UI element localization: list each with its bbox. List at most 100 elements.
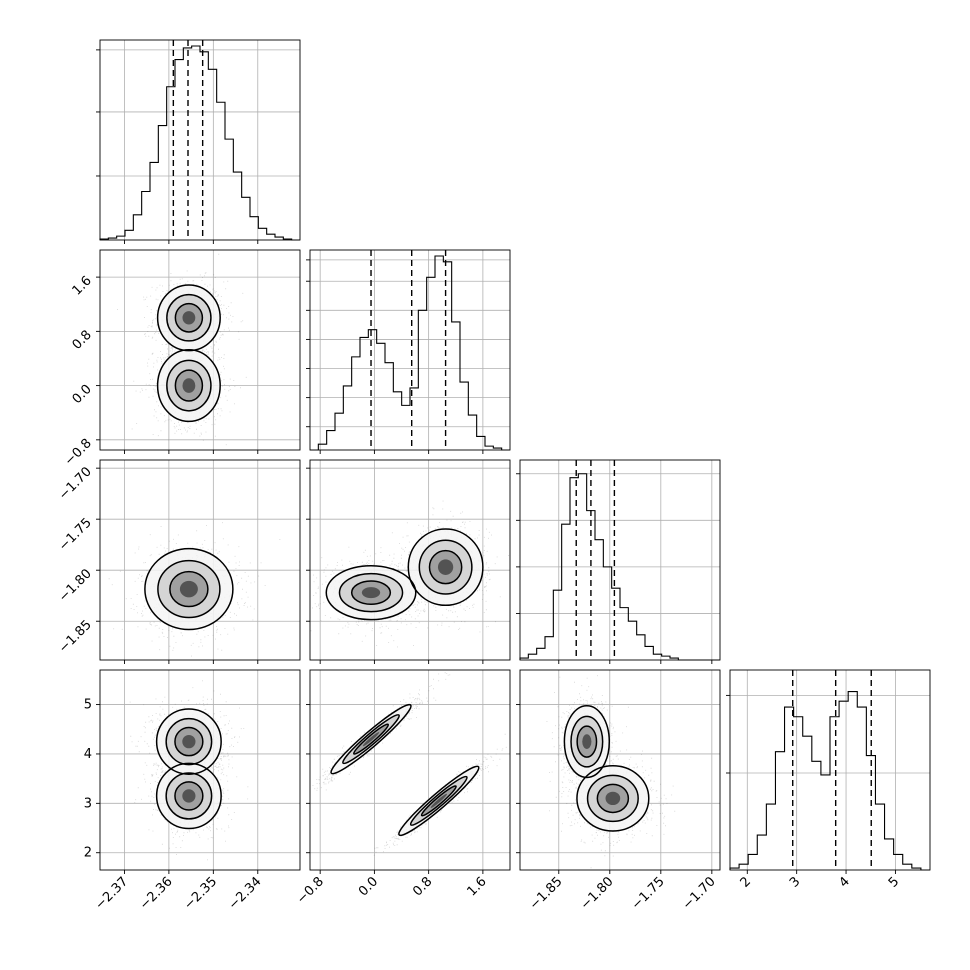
contours-0	[156, 284, 221, 423]
hist-frame-1	[309, 249, 511, 451]
contour-1-0-0	[144, 547, 234, 631]
y-tick-label-2-2: −1.75	[56, 515, 95, 554]
contour-1-0-2	[169, 570, 209, 608]
x-tick-label-1-0: −0.8	[294, 874, 327, 907]
y-tick-label-1-3: 1.6	[70, 273, 95, 298]
contour-3-1-1	[165, 772, 213, 820]
x-tick-label-0-2: −2.35	[181, 874, 220, 913]
x-tick-label-3-1: 3	[787, 874, 803, 890]
contour-5-0-2	[576, 725, 598, 758]
pair-frame-3	[99, 669, 301, 871]
x-tick-label-1-2: 0.8	[410, 874, 435, 899]
density-level-5-0-3	[582, 734, 592, 749]
pair-plot-area-1-3	[310, 670, 510, 870]
y-tick-label-1-2: 0.8	[70, 328, 95, 353]
x-tick-label-2-1: −1.80	[578, 874, 617, 913]
density-level-2-1-3	[437, 559, 454, 575]
pair-grid-4	[310, 670, 510, 870]
pair-panel-0-3	[96, 669, 301, 874]
density-level-1-0-3	[179, 580, 198, 598]
contour-2-0-1	[338, 572, 404, 613]
hist-panel-3	[726, 669, 931, 874]
pair-frame-4	[309, 669, 511, 871]
x-tick-label-0-3: −2.34	[226, 874, 265, 913]
pair-grid-1	[100, 460, 300, 660]
pair-plot-area-0-1	[100, 250, 300, 450]
x-tick-label-3-2: 4	[836, 874, 852, 890]
contour-2-0-2	[350, 580, 392, 606]
hist-steps-1	[310, 255, 510, 451]
contour-2-0-0	[325, 564, 417, 621]
pair-panel-1-3	[306, 669, 511, 874]
contours-2	[325, 528, 484, 621]
contour-2-1-1	[418, 539, 473, 595]
contour-0-0-2	[174, 302, 204, 333]
contour-5-1-1	[586, 774, 639, 823]
contour-5-1-0	[576, 765, 650, 832]
hist-grid-3	[730, 670, 930, 870]
scatter-points-5	[546, 675, 676, 869]
y-tick-label-2-0: −1.85	[56, 617, 95, 656]
hist-grid-0	[100, 40, 300, 240]
pair-plot-area-0-2	[100, 460, 300, 660]
pair-plot-area-2-3	[520, 670, 720, 870]
density-level-3-0-3	[182, 734, 196, 749]
contour-0-1-2	[174, 369, 204, 402]
contour-3-1-2	[174, 781, 204, 811]
scatter-dots-4	[312, 672, 507, 870]
hist-frame-2	[519, 459, 721, 661]
scatter-points-4	[312, 672, 507, 870]
x-tick-label-3-3: 5	[886, 874, 902, 890]
x-tick-label-1-1: 0.0	[356, 874, 381, 899]
hist-steps-3	[729, 690, 930, 871]
contours-5	[563, 705, 650, 832]
density-level-0-0-3	[182, 311, 196, 325]
density-level-2-0-3	[361, 587, 381, 599]
contour-2-1-2	[428, 549, 463, 585]
pair-panel-0-2	[96, 459, 301, 664]
pair-plot-area-1-2	[310, 460, 510, 660]
hist-grid-1	[310, 250, 510, 450]
y-tick-label-3-3: 5	[84, 698, 92, 713]
contour-4-0-1	[342, 714, 400, 765]
x-tick-label-2-3: −1.70	[680, 874, 719, 913]
contour-4-1-0	[398, 765, 480, 837]
hist-grid-2	[520, 460, 720, 660]
contour-1-0-1	[157, 559, 221, 619]
contour-0-0-0	[156, 284, 221, 352]
hist-panel-2	[516, 459, 721, 664]
hist-steps-2	[519, 473, 720, 661]
density-level-4-1-3	[430, 793, 447, 808]
x-tick-label-2-2: −1.75	[629, 874, 668, 913]
density-level-4-0-3	[362, 732, 380, 747]
y-tick-label-3-1: 3	[84, 796, 92, 811]
contour-4-0-0	[330, 703, 412, 775]
y-tick-label-2-3: −1.70	[56, 464, 95, 503]
contour-0-1-1	[166, 359, 212, 412]
contour-3-0-1	[165, 717, 213, 766]
x-tick-label-0-1: −2.36	[137, 874, 176, 913]
y-tick-label-1-1: 0.0	[70, 382, 95, 407]
contour-2-1-0	[407, 528, 484, 607]
contour-0-0-1	[166, 293, 212, 342]
density-level-5-1-3	[605, 791, 621, 806]
x-tick-label-1-3: 1.6	[464, 874, 489, 899]
contours-1	[144, 547, 234, 631]
x-tick-label-0-0: −2.37	[92, 874, 131, 913]
pair-frame-2	[309, 459, 511, 661]
y-tick-label-2-1: −1.80	[56, 566, 95, 605]
x-tick-label-3-0: 2	[738, 874, 754, 890]
pair-panel-1-2	[306, 459, 511, 664]
density-level-3-1-3	[182, 789, 196, 803]
hist-steps-0	[99, 45, 300, 241]
x-tick-label-2-0: −1.85	[527, 874, 566, 913]
contour-3-0-2	[174, 726, 204, 757]
contour-3-0-0	[155, 708, 222, 775]
hist-frame-3	[729, 669, 931, 871]
pair-panel-0-1	[96, 249, 301, 454]
pair-grid-0	[100, 250, 300, 450]
y-tick-label-1-0: −0.8	[62, 436, 95, 469]
contours-3	[155, 708, 222, 830]
scatter-dots-5	[546, 675, 676, 869]
